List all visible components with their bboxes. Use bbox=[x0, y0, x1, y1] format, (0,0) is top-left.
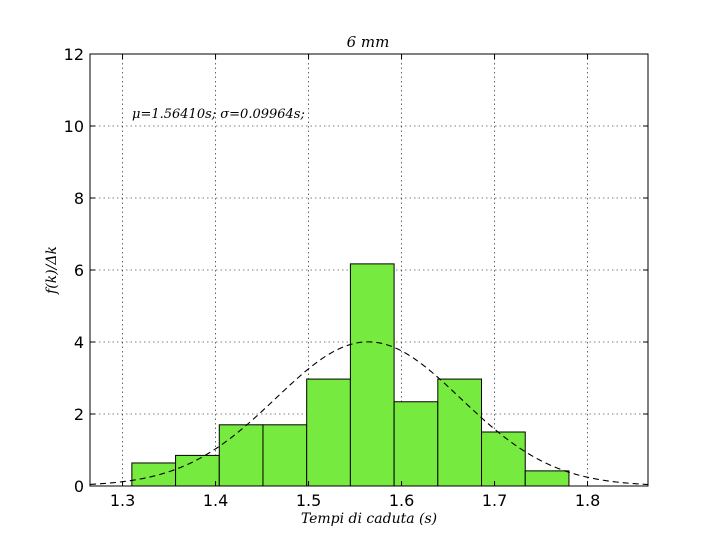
histogram-bar bbox=[306, 378, 351, 487]
y-tick-label: 8 bbox=[74, 189, 84, 208]
x-tick-label: 1.5 bbox=[296, 491, 321, 510]
histogram-bar bbox=[218, 424, 264, 487]
histogram-bar bbox=[481, 431, 526, 487]
histogram-bars bbox=[131, 263, 570, 487]
histogram-bar bbox=[393, 401, 439, 487]
histogram-bar bbox=[437, 378, 483, 487]
y-tick-label: 6 bbox=[74, 261, 84, 280]
y-tick-label: 12 bbox=[64, 45, 84, 64]
histogram-bar bbox=[131, 462, 177, 487]
chart-title: 6 mm bbox=[347, 33, 390, 51]
fit-annotation: μ=1.56410s; σ=0.09964s; bbox=[132, 107, 305, 122]
x-tick-label: 1.3 bbox=[110, 491, 135, 510]
y-tick-label: 10 bbox=[64, 117, 84, 136]
x-tick-label: 1.4 bbox=[203, 491, 228, 510]
histogram-bar bbox=[524, 470, 570, 487]
histogram-bar bbox=[349, 263, 395, 487]
x-tick-label: 1.6 bbox=[389, 491, 414, 510]
histogram-bar bbox=[262, 424, 308, 487]
x-tick-label: 1.8 bbox=[575, 491, 600, 510]
x-axis-label: Tempi di caduta (s) bbox=[301, 511, 437, 527]
x-tick-label: 1.7 bbox=[482, 491, 507, 510]
axis-ticks: 1.3 1.4 1.5 1.6 1.7 1.8 0 2 4 6 8 10 12 bbox=[64, 45, 648, 510]
y-axis-label: f(k)/Δk bbox=[44, 246, 60, 295]
y-tick-label: 2 bbox=[74, 405, 84, 424]
gaussian-fit-curve bbox=[89, 341, 649, 486]
y-tick-label: 4 bbox=[74, 333, 84, 352]
y-tick-label: 0 bbox=[74, 477, 84, 496]
